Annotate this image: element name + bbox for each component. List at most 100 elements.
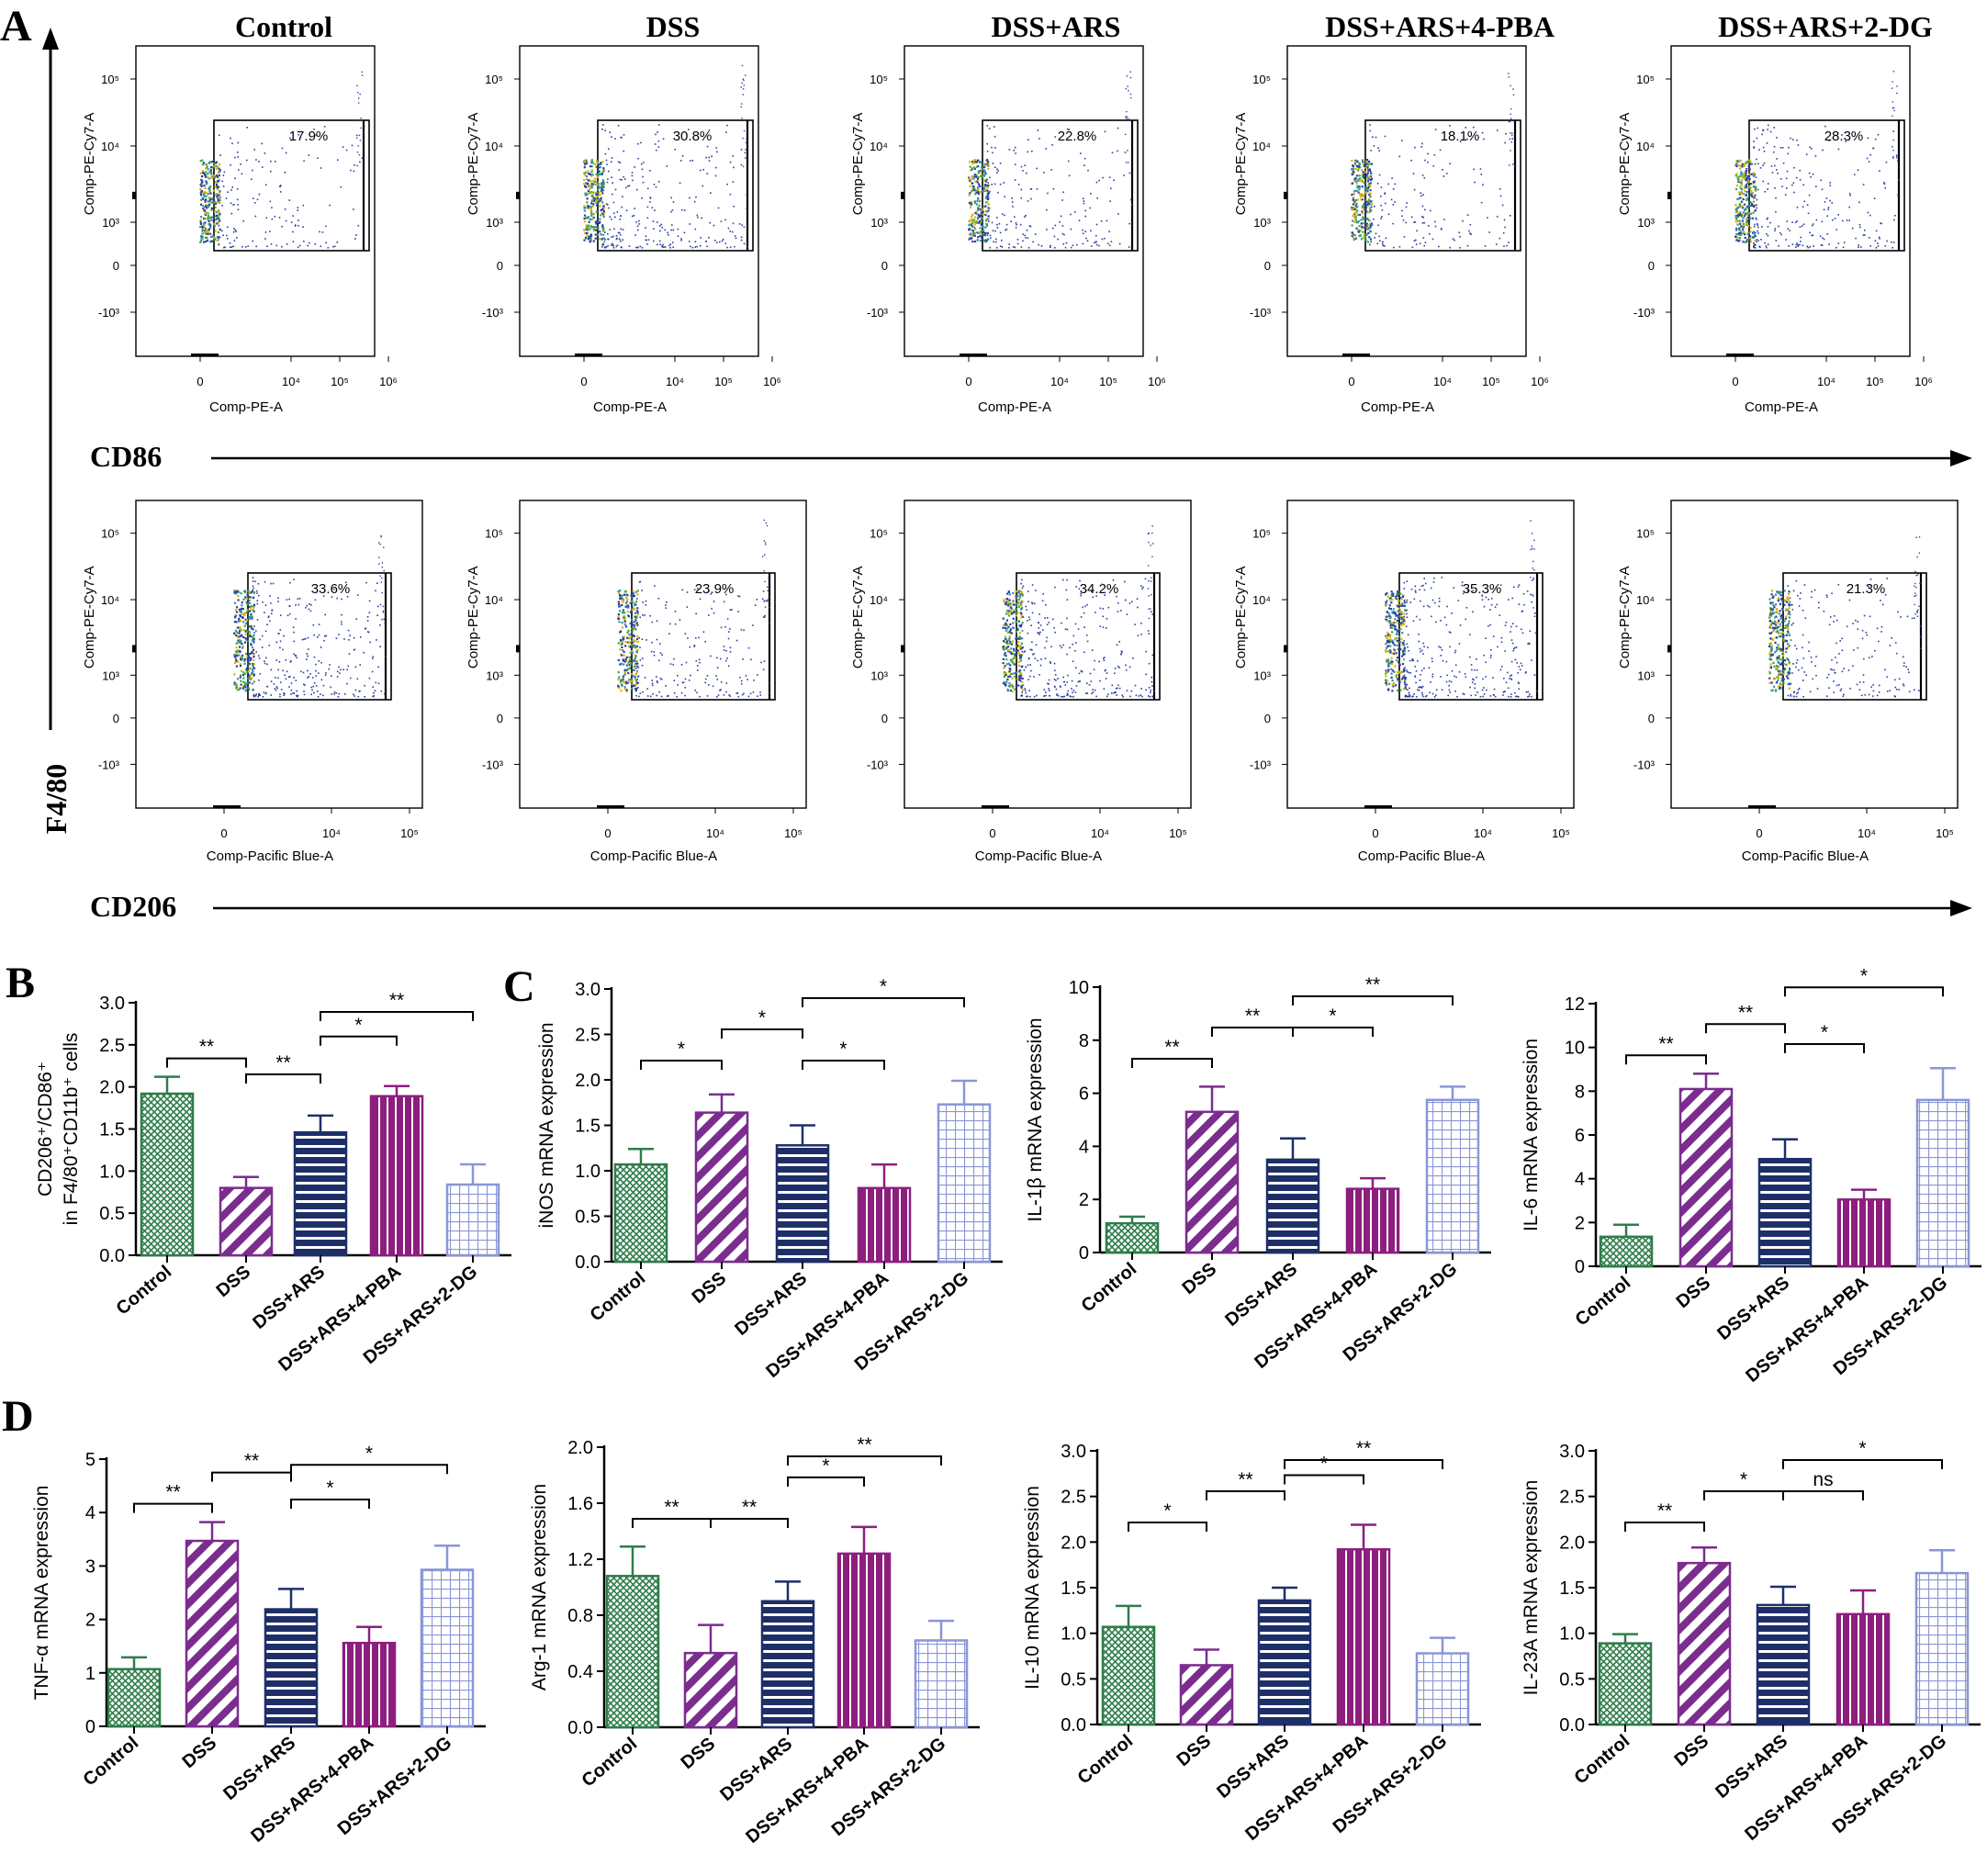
flow-event-dot [968, 223, 971, 226]
flow-event-dot [1017, 620, 1020, 623]
flow-event-dot [1401, 604, 1404, 607]
flow-event-dot [262, 601, 264, 603]
flow-event-dot [699, 661, 701, 664]
flow-event-dot [1777, 173, 1779, 174]
flow-event-dot [1009, 631, 1012, 635]
flow-event-dot [978, 185, 981, 187]
flow-event-dot [1533, 539, 1535, 542]
flow-event-dot [223, 246, 225, 249]
flow-event-dot [673, 657, 675, 660]
flow-event-dot [264, 184, 267, 186]
flow-event-dot [616, 244, 619, 246]
flow-event-dot [253, 639, 255, 641]
flow-event-dot [1003, 640, 1005, 643]
flow-event-dot [1421, 685, 1424, 688]
flow-event-dot [293, 579, 295, 580]
flow-event-dot [619, 162, 621, 163]
flow-event-dot [311, 677, 314, 679]
flow-event-dot [1772, 151, 1775, 153]
flow-event-dot [1440, 676, 1442, 678]
flow-event-dot [1747, 186, 1750, 189]
flow-event-dot [1005, 610, 1008, 612]
flow-event-dot [1387, 612, 1390, 615]
flow-event-dot [1831, 202, 1833, 204]
flow-event-dot [333, 245, 336, 248]
flow-event-dot [985, 224, 989, 227]
flow-event-dot [1507, 671, 1509, 674]
flow-x-tick-label: 10⁴ [1091, 826, 1109, 840]
flow-event-dot [981, 232, 983, 236]
flow-gate-percentage: 35.3% [1463, 581, 1502, 597]
flow-event-dot [295, 680, 297, 681]
flow-event-dot [627, 645, 631, 648]
flow-event-dot [1002, 682, 1005, 685]
flow-event-dot [1474, 181, 1476, 184]
flow-event-dot [384, 656, 387, 657]
flow-event-dot [1092, 596, 1095, 599]
flow-event-dot [974, 221, 977, 224]
flow-event-dot [971, 190, 973, 193]
flow-event-dot [1075, 586, 1077, 588]
flow-event-dot [286, 614, 289, 616]
flow-event-dot [1019, 593, 1022, 596]
flow-event-dot [1356, 185, 1359, 187]
flow-event-dot [1398, 663, 1401, 666]
flow-event-dot [997, 170, 999, 172]
flow-event-dot [234, 156, 236, 159]
flow-event-dot [296, 690, 297, 692]
flow-event-dot [266, 663, 268, 666]
flow-event-dot [1134, 684, 1137, 687]
flow-event-dot [1116, 644, 1118, 646]
flow-event-dot [723, 601, 725, 603]
flow-event-dot [588, 207, 590, 209]
flow-event-dot [1061, 695, 1064, 698]
flow-event-dot [357, 92, 359, 94]
flow-event-dot [339, 672, 341, 674]
flow-event-dot [590, 198, 594, 201]
flow-event-dot [1372, 136, 1374, 138]
flow-event-dot [968, 238, 971, 241]
flow-event-dot [1061, 696, 1062, 698]
flow-events [1734, 71, 1900, 249]
flow-x-tick-label: 10⁵ [1099, 375, 1117, 388]
flow-event-dot [1386, 600, 1388, 602]
flow-event-dot [1357, 169, 1360, 172]
flow-event-dot [282, 648, 284, 651]
flow-event-dot [740, 236, 743, 239]
flow-event-dot [1757, 127, 1759, 129]
flow-event-dot [1082, 606, 1083, 609]
flow-event-dot [969, 161, 971, 163]
flow-event-dot [1083, 157, 1086, 160]
flow-event-dot [1387, 665, 1390, 668]
flow-event-dot [1528, 643, 1531, 646]
flow-event-dot [367, 631, 370, 634]
flow-event-dot [989, 190, 991, 193]
flow-event-dot [1756, 222, 1758, 225]
flow-event-dot [1365, 159, 1369, 162]
flow-event-dot [201, 205, 204, 208]
flow-event-dot [253, 695, 254, 697]
flow-event-dot [1007, 685, 1010, 688]
flow-event-dot [986, 159, 989, 161]
flow-event-dot [1753, 234, 1757, 237]
flow-event-dot [985, 219, 988, 222]
flow-event-dot [315, 669, 317, 672]
flow-event-dot [636, 662, 639, 665]
flow-event-dot [686, 606, 689, 608]
flow-event-dot [694, 246, 696, 248]
flow-event-dot [241, 173, 243, 175]
flow-event-dot [1013, 150, 1015, 152]
flow-event-dot [1009, 606, 1012, 609]
flow-event-dot [1397, 605, 1399, 608]
flow-event-dot [1433, 577, 1435, 579]
flow-event-dot [984, 214, 987, 217]
flow-event-dot [622, 196, 623, 197]
flow-event-dot [713, 612, 715, 614]
flow-event-dot [1074, 667, 1077, 668]
flow-event-dot [975, 219, 978, 222]
flow-event-dot [636, 648, 639, 651]
flow-event-dot [341, 623, 342, 625]
flow-event-dot [1778, 245, 1779, 247]
flow-event-dot [1354, 237, 1357, 240]
flow-event-dot [258, 655, 260, 657]
